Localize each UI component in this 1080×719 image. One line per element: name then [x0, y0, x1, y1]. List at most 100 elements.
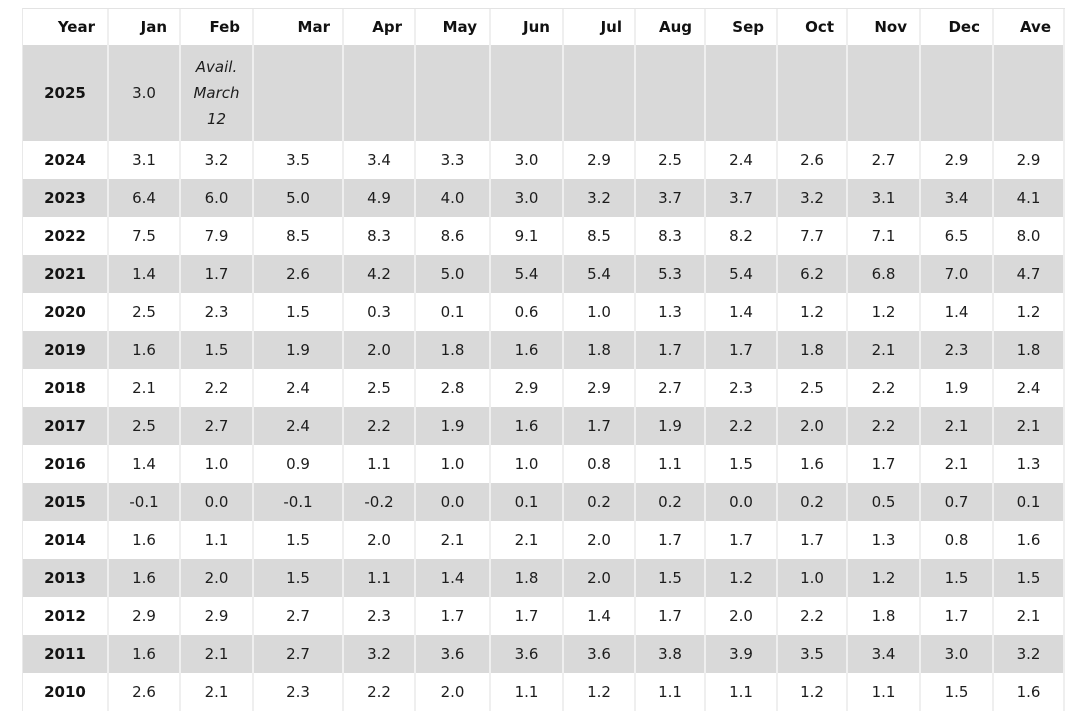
- value-cell-2022-may: 8.6: [416, 217, 491, 255]
- value-cell-2017-oct: 2.0: [778, 407, 848, 445]
- value-cell-2011-feb: 2.1: [181, 635, 254, 673]
- value-cell-2011-oct: 3.5: [778, 635, 848, 673]
- table-body: 2025 3.0 Avail. March 12 2024 3.1 3.2 3.5 3.4 3.…: [23, 45, 1065, 711]
- value-cell-2013-jun: 1.8: [491, 559, 564, 597]
- availability-note-cell: Avail. March 12: [181, 45, 254, 141]
- value-cell-2018-sep: 2.3: [706, 369, 778, 407]
- value-cell-2014-dec: 0.8: [921, 521, 994, 559]
- value-cell-2017-mar: 2.4: [254, 407, 344, 445]
- value-cell-2012-feb: 2.9: [181, 597, 254, 635]
- value-cell-2012-jul: 1.4: [564, 597, 636, 635]
- year-cell-2020: 2020: [23, 293, 109, 331]
- table-row-2012: 2012 2.9 2.9 2.7 2.3 1.7 1.7 1.4 1.7 2.0 2.2 1.8 1.7…: [23, 597, 1065, 635]
- value-cell-2016-aug: 1.1: [636, 445, 706, 483]
- value-cell-2022-sep: 8.2: [706, 217, 778, 255]
- value-cell-2015-apr: -0.2: [344, 483, 416, 521]
- value-cell-2019-mar: 1.9: [254, 331, 344, 369]
- value-cell-2023-may: 4.0: [416, 179, 491, 217]
- value-cell-2018-jul: 2.9: [564, 369, 636, 407]
- table-row-2011: 2011 1.6 2.1 2.7 3.2 3.6 3.6 3.6 3.8 3.9 3.5 3.4 3.0…: [23, 635, 1065, 673]
- value-cell-2020-dec: 1.4: [921, 293, 994, 331]
- value-cell-2010-jun: 1.1: [491, 673, 564, 711]
- value-cell-2013-jan: 1.6: [109, 559, 181, 597]
- column-header-dec: Dec: [921, 9, 994, 45]
- value-cell-2011-may: 3.6: [416, 635, 491, 673]
- value-cell-2016-apr: 1.1: [344, 445, 416, 483]
- value-cell-2019-dec: 2.3: [921, 331, 994, 369]
- value-cell-2019-may: 1.8: [416, 331, 491, 369]
- value-cell-2017-jul: 1.7: [564, 407, 636, 445]
- value-cell-2010-sep: 1.1: [706, 673, 778, 711]
- value-cell-2011-jun: 3.6: [491, 635, 564, 673]
- value-cell-2021-jan: 1.4: [109, 255, 181, 293]
- value-cell-2023-nov: 3.1: [848, 179, 921, 217]
- value-cell-2014-jan: 1.6: [109, 521, 181, 559]
- value-cell-2021-ave: 4.7: [994, 255, 1065, 293]
- value-cell-2014-apr: 2.0: [344, 521, 416, 559]
- value-cell-2013-aug: 1.5: [636, 559, 706, 597]
- value-cell-2011-apr: 3.2: [344, 635, 416, 673]
- value-cell-2018-mar: 2.4: [254, 369, 344, 407]
- value-cell-2022-nov: 7.1: [848, 217, 921, 255]
- value-cell-2021-mar: 2.6: [254, 255, 344, 293]
- table-row-2025: 2025 3.0 Avail. March 12: [23, 45, 1065, 141]
- value-cell-2019-jan: 1.6: [109, 331, 181, 369]
- value-cell-2013-may: 1.4: [416, 559, 491, 597]
- value-cell-2025-jun: [491, 45, 564, 141]
- value-cell-2015-jun: 0.1: [491, 483, 564, 521]
- value-cell-2023-dec: 3.4: [921, 179, 994, 217]
- value-cell-2023-jul: 3.2: [564, 179, 636, 217]
- value-cell-2021-jul: 5.4: [564, 255, 636, 293]
- column-header-aug: Aug: [636, 9, 706, 45]
- value-cell-2016-oct: 1.6: [778, 445, 848, 483]
- table-row-2015: 2015 -0.1 0.0 -0.1 -0.2 0.0 0.1 0.2 0.2 0.0 0.2 0.5…: [23, 483, 1065, 521]
- value-cell-2016-jun: 1.0: [491, 445, 564, 483]
- value-cell-2010-dec: 1.5: [921, 673, 994, 711]
- column-header-nov: Nov: [848, 9, 921, 45]
- value-cell-2012-may: 1.7: [416, 597, 491, 635]
- value-cell-2016-jan: 1.4: [109, 445, 181, 483]
- value-cell-2024-nov: 2.7: [848, 141, 921, 179]
- value-cell-2019-nov: 2.1: [848, 331, 921, 369]
- value-cell-2010-feb: 2.1: [181, 673, 254, 711]
- value-cell-2018-may: 2.8: [416, 369, 491, 407]
- value-cell-2014-jun: 2.1: [491, 521, 564, 559]
- value-cell-2013-oct: 1.0: [778, 559, 848, 597]
- value-cell-2020-aug: 1.3: [636, 293, 706, 331]
- value-cell-2012-oct: 2.2: [778, 597, 848, 635]
- value-cell-2020-jan: 2.5: [109, 293, 181, 331]
- value-cell-2022-feb: 7.9: [181, 217, 254, 255]
- year-cell-2017: 2017: [23, 407, 109, 445]
- value-cell-2014-oct: 1.7: [778, 521, 848, 559]
- value-cell-2018-aug: 2.7: [636, 369, 706, 407]
- year-cell-2015: 2015: [23, 483, 109, 521]
- monthly-rates-table: Year Jan Feb Mar Apr May Jun Jul Aug Sep Oct Nov Dec…: [22, 8, 1065, 711]
- value-cell-2017-sep: 2.2: [706, 407, 778, 445]
- value-cell-2018-apr: 2.5: [344, 369, 416, 407]
- value-cell-2024-mar: 3.5: [254, 141, 344, 179]
- value-cell-2012-jun: 1.7: [491, 597, 564, 635]
- value-cell-2010-ave: 1.6: [994, 673, 1065, 711]
- value-cell-2014-jul: 2.0: [564, 521, 636, 559]
- value-cell-2017-nov: 2.2: [848, 407, 921, 445]
- value-cell-2018-oct: 2.5: [778, 369, 848, 407]
- value-cell-2024-dec: 2.9: [921, 141, 994, 179]
- year-cell-2022: 2022: [23, 217, 109, 255]
- value-cell-2021-sep: 5.4: [706, 255, 778, 293]
- value-cell-2015-ave: 0.1: [994, 483, 1065, 521]
- value-cell-2016-jul: 0.8: [564, 445, 636, 483]
- table-row-2013: 2013 1.6 2.0 1.5 1.1 1.4 1.8 2.0 1.5 1.2 1.0 1.2 1.5…: [23, 559, 1065, 597]
- value-cell-2019-apr: 2.0: [344, 331, 416, 369]
- column-header-jan: Jan: [109, 9, 181, 45]
- value-cell-2013-dec: 1.5: [921, 559, 994, 597]
- value-cell-2021-may: 5.0: [416, 255, 491, 293]
- value-cell-2018-nov: 2.2: [848, 369, 921, 407]
- table-row-2010: 2010 2.6 2.1 2.3 2.2 2.0 1.1 1.2 1.1 1.1 1.2 1.1 1.5…: [23, 673, 1065, 711]
- value-cell-2011-sep: 3.9: [706, 635, 778, 673]
- value-cell-2022-ave: 8.0: [994, 217, 1065, 255]
- value-cell-2018-jan: 2.1: [109, 369, 181, 407]
- value-cell-2015-may: 0.0: [416, 483, 491, 521]
- value-cell-2015-nov: 0.5: [848, 483, 921, 521]
- value-cell-2018-dec: 1.9: [921, 369, 994, 407]
